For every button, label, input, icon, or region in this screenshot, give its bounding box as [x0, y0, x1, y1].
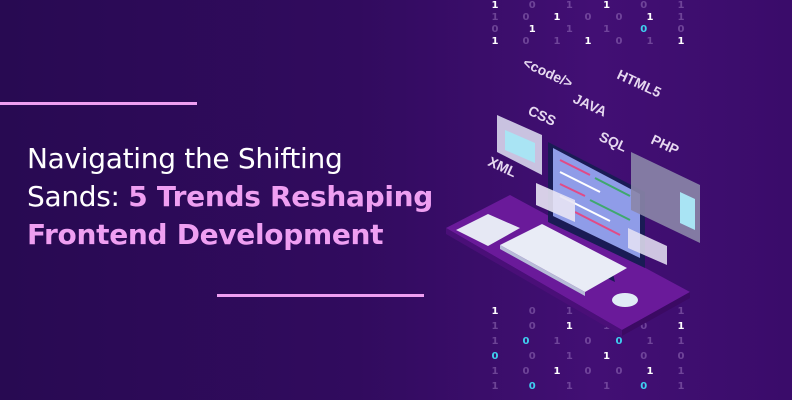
- mouse: [612, 293, 638, 307]
- binary-digit: 0: [522, 366, 530, 377]
- code-label: <code/>: [521, 54, 576, 91]
- binary-digit: 0: [491, 24, 499, 35]
- binary-digit: 0: [528, 351, 536, 362]
- notepad: [456, 214, 520, 246]
- binary-digit: 0: [640, 351, 648, 362]
- binary-digit: 1: [565, 0, 573, 11]
- title-line-1: Navigating the Shifting: [27, 142, 343, 175]
- binary-row: 0 1 1 1 0 0: [488, 24, 688, 36]
- binary-digit: 1: [603, 351, 611, 362]
- binary-digit: 0: [615, 336, 623, 347]
- binary-digit: 1: [565, 321, 573, 332]
- desk-edge-right: [622, 292, 690, 336]
- binary-digit: 1: [491, 36, 499, 47]
- binary-digit: 1: [677, 321, 685, 332]
- binary-digit: 0: [584, 12, 592, 23]
- binary-digit: 1: [603, 0, 611, 11]
- binary-digit: 0: [528, 321, 536, 332]
- binary-digit: 0: [584, 366, 592, 377]
- binary-digit: 1: [491, 366, 499, 377]
- binary-digit: 0: [528, 0, 536, 11]
- binary-digit: 1: [491, 12, 499, 23]
- binary-digit: 1: [528, 24, 536, 35]
- binary-digit: 1: [603, 381, 611, 392]
- php-label: PHP: [649, 131, 682, 158]
- binary-digit: 0: [640, 24, 648, 35]
- binary-row: 1 0 1 1 0 1 1: [488, 36, 688, 48]
- profile-card-right: [628, 228, 667, 265]
- binary-digit: 0: [491, 351, 499, 362]
- title-line-2-plain: Sands:: [27, 180, 129, 213]
- binary-digit: 1: [677, 306, 685, 317]
- binary-digit: 0: [528, 306, 536, 317]
- binary-digit: 1: [677, 366, 685, 377]
- binary-row: 1 0 1 0 0 1 1: [488, 336, 688, 348]
- binary-digit: 1: [553, 12, 561, 23]
- binary-digit: 1: [491, 0, 499, 11]
- binary-digit: 1: [565, 351, 573, 362]
- binary-digit: 1: [677, 0, 685, 11]
- binary-digit: 0: [522, 12, 530, 23]
- binary-digit: 1: [677, 381, 685, 392]
- binary-digit: 1: [565, 381, 573, 392]
- binary-digit: 0: [677, 351, 685, 362]
- binary-row: 0 0 1 1 0 0: [488, 351, 688, 363]
- keyboard: [500, 224, 627, 292]
- binary-digit: 1: [603, 24, 611, 35]
- binary-digit: 0: [677, 24, 685, 35]
- binary-row: 1 0 1 1 0 1: [488, 381, 688, 393]
- binary-digit: 0: [615, 12, 623, 23]
- binary-digit: 1: [646, 336, 654, 347]
- bottom-accent-line: [217, 294, 424, 297]
- top-accent-line: [0, 102, 197, 105]
- binary-digit: 1: [584, 36, 592, 47]
- binary-digit: 1: [677, 12, 685, 23]
- binary-digit: 1: [565, 24, 573, 35]
- binary-digit: 1: [677, 336, 685, 347]
- binary-digit: 0: [584, 336, 592, 347]
- title-line-2: Sands: 5 Trends Reshaping: [27, 178, 433, 216]
- binary-digit: 0: [615, 36, 623, 47]
- binary-digit: 1: [553, 36, 561, 47]
- binary-digit: 0: [640, 321, 648, 332]
- binary-digit: 1: [646, 366, 654, 377]
- binary-digit: 1: [553, 366, 561, 377]
- title-line-2-highlight: 5 Trends Reshaping: [128, 180, 433, 213]
- binary-digit: 1: [646, 36, 654, 47]
- binary-digit: 1: [677, 36, 685, 47]
- profile-card-left: [536, 183, 575, 222]
- binary-digit: 0: [640, 0, 648, 11]
- binary-digit: 0: [640, 381, 648, 392]
- binary-digit: 1: [491, 381, 499, 392]
- java-label: JAVA: [571, 90, 610, 119]
- binary-digit: 1: [491, 321, 499, 332]
- binary-digit: 0: [528, 381, 536, 392]
- desk-edge: [446, 228, 622, 336]
- binary-digit: 0: [522, 36, 530, 47]
- page-title: Navigating the Shifting Sands: 5 Trends …: [27, 140, 433, 254]
- binary-digit: 0: [522, 336, 530, 347]
- html5-label: HTML5: [615, 66, 664, 100]
- binary-digit: 1: [491, 306, 499, 317]
- binary-digit: 1: [553, 336, 561, 347]
- title-line-3: Frontend Development: [27, 218, 384, 251]
- css-label: CSS: [526, 102, 559, 129]
- binary-row: 1 0 1 0 0 1 1: [488, 366, 688, 378]
- binary-digit: 1: [491, 336, 499, 347]
- binary-digit: 1: [646, 12, 654, 23]
- binary-digit: 1: [565, 306, 573, 317]
- binary-digit: 0: [615, 366, 623, 377]
- sql-label: SQL: [597, 128, 630, 155]
- binary-row: 1 0 1 1 0 1: [488, 0, 688, 12]
- binary-row: 1 0 1 0 0 1 1: [488, 12, 688, 24]
